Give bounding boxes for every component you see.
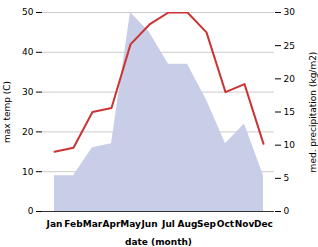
- svg-text:40: 40: [22, 47, 34, 57]
- svg-text:10: 10: [22, 167, 34, 177]
- svg-text:Apr: Apr: [103, 219, 121, 229]
- svg-text:15: 15: [284, 107, 295, 117]
- svg-text:Jan: Jan: [46, 219, 63, 229]
- svg-text:30: 30: [22, 87, 34, 97]
- svg-text:date (month): date (month): [125, 237, 192, 247]
- svg-text:Jun: Jun: [140, 219, 157, 229]
- svg-text:0: 0: [28, 206, 34, 216]
- svg-text:med. precipitation (kg/m2): med. precipitation (kg/m2): [308, 52, 318, 173]
- svg-text:Jul: Jul: [161, 219, 175, 229]
- svg-text:0: 0: [284, 206, 290, 216]
- svg-text:5: 5: [284, 173, 290, 183]
- svg-text:10: 10: [284, 140, 296, 150]
- svg-text:20: 20: [284, 74, 296, 84]
- svg-text:30: 30: [284, 7, 296, 17]
- svg-text:Oct: Oct: [217, 219, 235, 229]
- svg-text:May: May: [120, 219, 141, 229]
- svg-text:Aug: Aug: [178, 219, 198, 229]
- svg-text:Feb: Feb: [64, 219, 83, 229]
- svg-text:25: 25: [284, 41, 295, 51]
- svg-text:50: 50: [22, 7, 34, 17]
- svg-text:20: 20: [22, 127, 34, 137]
- svg-text:Nov: Nov: [235, 219, 255, 229]
- svg-text:Dec: Dec: [254, 219, 273, 229]
- svg-text:Sep: Sep: [197, 219, 217, 229]
- svg-text:max temp (C): max temp (C): [2, 81, 12, 143]
- svg-text:Mar: Mar: [83, 219, 103, 229]
